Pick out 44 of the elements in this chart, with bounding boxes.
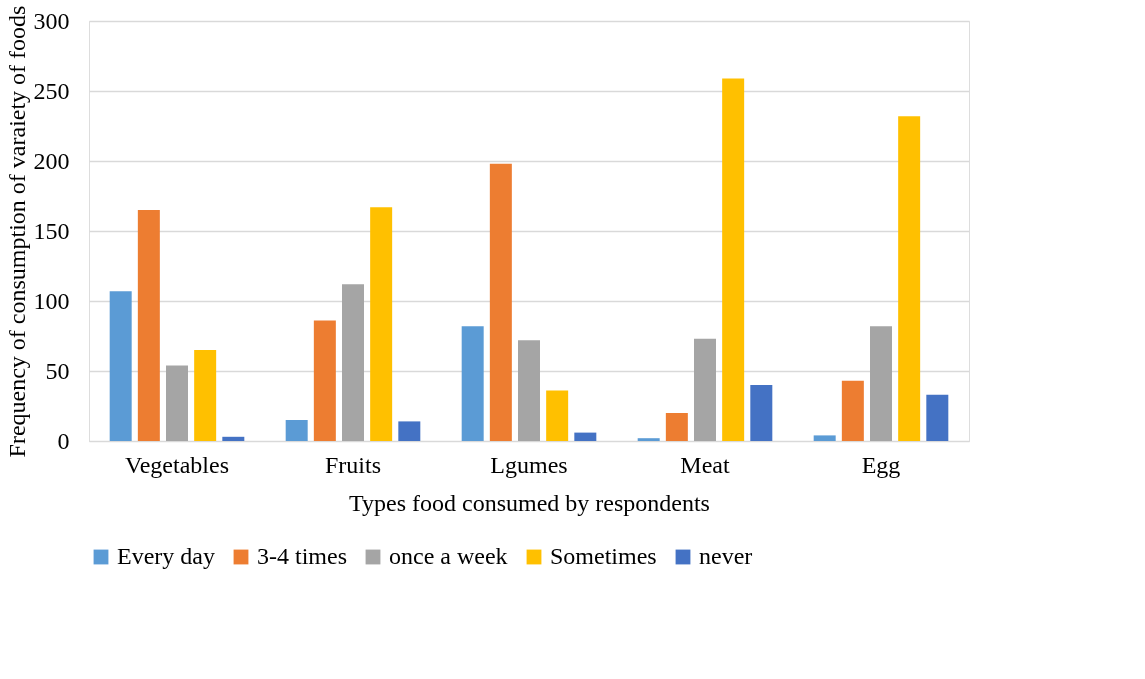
bar	[926, 394, 949, 441]
bar	[898, 116, 921, 441]
y-tick-label: 200	[33, 147, 70, 174]
legend-label: never	[699, 543, 753, 569]
bar	[285, 420, 308, 441]
bar	[313, 320, 336, 441]
bar	[841, 380, 864, 441]
bar	[461, 326, 484, 441]
legend-label: once a week	[389, 543, 508, 569]
bar	[342, 284, 364, 441]
x-tick-label: Lgumes	[490, 451, 568, 478]
bar	[870, 326, 892, 441]
x-tick-label: Meat	[680, 451, 730, 478]
bar	[518, 340, 540, 441]
bar	[370, 207, 393, 441]
bar	[574, 432, 597, 441]
legend-label: 3-4 times	[257, 543, 347, 569]
bar	[109, 291, 132, 441]
bar	[694, 338, 716, 441]
bar	[546, 390, 569, 441]
bar	[750, 385, 773, 441]
y-tick-label: 0	[57, 427, 70, 454]
x-tick-label: Fruits	[324, 451, 382, 478]
y-tick-label: 150	[33, 217, 70, 244]
bar	[813, 435, 836, 441]
x-tick-label: Egg	[861, 451, 901, 478]
bar	[194, 350, 217, 441]
bar	[166, 365, 188, 441]
bar	[637, 438, 660, 441]
bar	[137, 210, 160, 441]
bar	[665, 413, 688, 441]
legend-label: Sometimes	[550, 543, 657, 569]
bar	[722, 78, 745, 441]
y-tick-label: 50	[45, 357, 70, 384]
y-axis-title: Frequency of consumption of varaiety of foods	[3, 5, 30, 458]
y-tick-label: 300	[33, 7, 70, 34]
bar	[398, 421, 421, 441]
bar	[222, 436, 245, 441]
legend-label: Every day	[117, 543, 215, 569]
y-tick-label: 100	[33, 287, 70, 314]
x-tick-label: Vegetables	[125, 451, 229, 478]
y-tick-label: 250	[33, 77, 70, 104]
bar	[489, 163, 512, 441]
x-axis-title: Types food consumed by respondents	[349, 489, 710, 516]
